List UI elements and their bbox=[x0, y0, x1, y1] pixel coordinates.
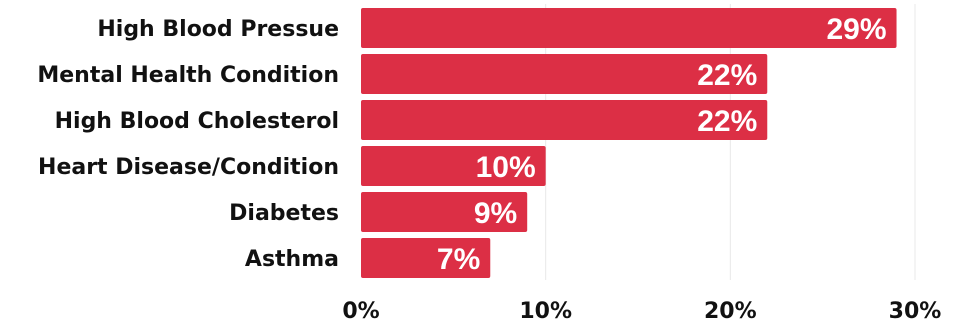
category-labels: High Blood Pressue Mental Health Conditio… bbox=[37, 17, 339, 272]
data-label: 7% bbox=[437, 243, 480, 276]
category-label: High Blood Cholesterol bbox=[55, 109, 339, 134]
bar-layer bbox=[361, 8, 897, 278]
category-label: High Blood Pressue bbox=[97, 17, 339, 42]
category-label: Mental Health Condition bbox=[37, 63, 339, 88]
category-label: Diabetes bbox=[229, 201, 339, 226]
x-axis-ticks: 0% 10% 20% 30% bbox=[342, 299, 941, 324]
data-label: 29% bbox=[826, 13, 886, 46]
bar bbox=[361, 54, 768, 94]
bar bbox=[361, 238, 491, 278]
category-label: Asthma bbox=[245, 247, 339, 272]
data-label: 22% bbox=[697, 59, 757, 92]
bar bbox=[361, 8, 897, 48]
data-label: 10% bbox=[476, 151, 536, 184]
bar bbox=[361, 192, 528, 232]
x-tick-label: 30% bbox=[889, 299, 942, 324]
bar bbox=[361, 146, 546, 186]
data-labels: 29% 22% 22% 10% 9% 7% bbox=[437, 13, 887, 276]
data-label: 9% bbox=[474, 197, 517, 230]
category-label: Heart Disease/Condition bbox=[38, 155, 339, 180]
bar bbox=[361, 100, 768, 140]
x-tick-label: 20% bbox=[704, 299, 757, 324]
grid-layer bbox=[545, 4, 916, 280]
data-label: 22% bbox=[697, 105, 757, 138]
x-tick-label: 10% bbox=[519, 299, 572, 324]
x-tick-label: 0% bbox=[342, 299, 379, 324]
